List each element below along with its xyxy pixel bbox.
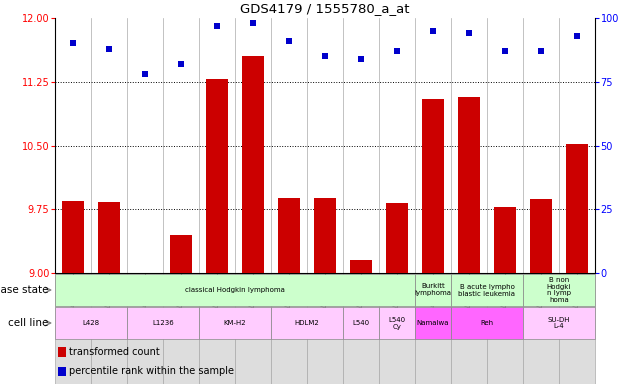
Point <box>428 28 438 34</box>
Bar <box>55 274 415 306</box>
Bar <box>494 207 516 273</box>
Bar <box>343 273 379 384</box>
Text: B acute lympho
blastic leukemia: B acute lympho blastic leukemia <box>459 283 515 296</box>
Text: B non
Hodgki
n lymp
homa: B non Hodgki n lymp homa <box>547 276 571 303</box>
Bar <box>127 307 199 339</box>
Bar <box>487 273 523 384</box>
Bar <box>379 273 415 384</box>
Point <box>464 30 474 36</box>
Bar <box>55 273 91 384</box>
Bar <box>163 273 199 384</box>
Point <box>536 48 546 54</box>
Text: Namalwa: Namalwa <box>417 320 449 326</box>
Bar <box>350 260 372 273</box>
Bar <box>530 199 552 273</box>
Bar <box>307 273 343 384</box>
Point <box>104 46 114 52</box>
Point <box>392 48 402 54</box>
Bar <box>242 56 264 273</box>
Bar <box>278 198 300 273</box>
Bar <box>62 201 84 273</box>
Point <box>248 20 258 26</box>
Point <box>572 33 582 39</box>
Bar <box>98 202 120 273</box>
Text: Burkitt
lymphoma: Burkitt lymphoma <box>415 283 452 296</box>
Text: classical Hodgkin lymphoma: classical Hodgkin lymphoma <box>185 287 285 293</box>
Bar <box>451 273 487 384</box>
Bar <box>386 203 408 273</box>
Bar <box>451 307 523 339</box>
Bar <box>559 273 595 384</box>
Text: disease state: disease state <box>0 285 49 295</box>
Bar <box>458 97 480 273</box>
Bar <box>235 273 271 384</box>
Bar <box>523 307 595 339</box>
Text: L1236: L1236 <box>152 320 174 326</box>
Text: Reh: Reh <box>481 320 493 326</box>
Bar <box>422 99 444 273</box>
Bar <box>199 307 271 339</box>
Bar <box>206 79 228 273</box>
Bar <box>343 307 379 339</box>
Bar <box>415 273 451 384</box>
Point <box>140 71 150 77</box>
Bar <box>127 273 163 384</box>
Text: L428: L428 <box>83 320 100 326</box>
Bar <box>415 274 451 306</box>
Bar <box>91 273 127 384</box>
Text: transformed count: transformed count <box>69 347 160 357</box>
Bar <box>55 307 127 339</box>
Text: L540
Cy: L540 Cy <box>389 316 406 329</box>
Text: L540: L540 <box>352 320 370 326</box>
Text: percentile rank within the sample: percentile rank within the sample <box>69 366 234 376</box>
Point <box>500 48 510 54</box>
Bar <box>415 307 451 339</box>
Point <box>284 38 294 44</box>
Bar <box>314 198 336 273</box>
Bar <box>379 307 415 339</box>
Point <box>212 23 222 29</box>
Bar <box>523 273 559 384</box>
Point <box>320 53 330 59</box>
Point <box>356 56 366 62</box>
Text: cell line: cell line <box>8 318 49 328</box>
Bar <box>271 273 307 384</box>
Bar <box>271 307 343 339</box>
Bar <box>566 144 588 273</box>
Title: GDS4179 / 1555780_a_at: GDS4179 / 1555780_a_at <box>240 2 410 15</box>
Bar <box>523 274 595 306</box>
Bar <box>199 273 235 384</box>
Text: SU-DH
L-4: SU-DH L-4 <box>547 316 570 329</box>
Text: KM-H2: KM-H2 <box>224 320 246 326</box>
Point <box>68 40 78 46</box>
Bar <box>451 274 523 306</box>
Point <box>176 61 186 67</box>
Text: HDLM2: HDLM2 <box>295 320 319 326</box>
Bar <box>170 235 192 273</box>
